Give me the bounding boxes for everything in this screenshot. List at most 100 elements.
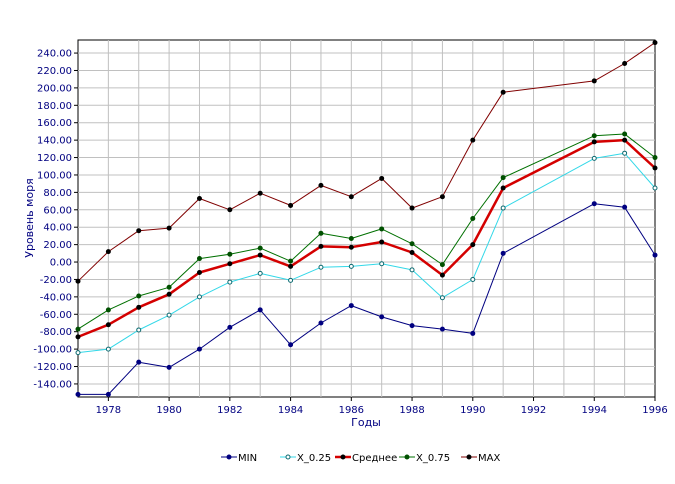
data-point	[409, 323, 415, 329]
data-point	[136, 327, 142, 333]
data-point	[257, 270, 263, 276]
data-point	[348, 194, 354, 200]
data-point	[166, 284, 172, 290]
x-tick-label: 1980	[156, 405, 181, 416]
data-point	[196, 195, 202, 201]
legend: MIN X_0.25 Среднее X_0.75 MAX	[221, 453, 500, 464]
y-tick-label: -40.00	[40, 292, 72, 303]
y-tick-label: 160.00	[37, 118, 72, 129]
data-point	[500, 89, 506, 95]
y-tick-label: 80.00	[43, 188, 72, 199]
data-point	[288, 258, 294, 264]
data-point	[257, 252, 263, 258]
data-point	[348, 236, 354, 242]
data-point	[196, 294, 202, 300]
data-point	[257, 307, 263, 313]
data-point	[288, 202, 294, 208]
y-tick-label: 200.00	[37, 83, 72, 94]
data-point	[318, 230, 324, 236]
x-tick-label: 1978	[96, 405, 121, 416]
y-tick-label: 20.00	[43, 240, 72, 251]
series-line	[77, 133, 656, 330]
data-point	[136, 304, 142, 310]
data-point	[348, 244, 354, 250]
data-point	[75, 334, 81, 340]
legend-label: X_0.25	[297, 453, 331, 464]
data-point	[196, 269, 202, 275]
data-point	[257, 190, 263, 196]
data-point	[622, 131, 628, 137]
data-point	[166, 312, 172, 318]
x-axis-title: Годы	[351, 416, 381, 429]
data-point	[652, 40, 658, 46]
data-point	[196, 256, 202, 262]
y-tick-label: 60.00	[43, 205, 72, 216]
y-tick-label: -60.00	[40, 310, 72, 321]
data-point	[591, 78, 597, 84]
x-tick-label: 1994	[582, 405, 607, 416]
data-point	[379, 239, 385, 245]
data-point	[318, 243, 324, 249]
axis-ticks: -140.00 -120.00 -100.00 -80.00 -60.00 -40.00 -…	[33, 49, 667, 416]
data-point	[136, 293, 142, 299]
y-tick-label: -120.00	[33, 362, 72, 373]
data-point	[379, 175, 385, 181]
series-line	[77, 152, 656, 354]
data-point	[470, 137, 476, 143]
data-point	[227, 207, 233, 213]
data-point	[652, 155, 658, 161]
y-tick-label: -140.00	[33, 379, 72, 390]
data-point	[348, 303, 354, 309]
data-point	[136, 228, 142, 234]
data-point	[652, 165, 658, 171]
data-point	[439, 295, 445, 301]
data-point	[318, 320, 324, 326]
x-tick-label: 1992	[521, 405, 546, 416]
data-point	[257, 245, 263, 251]
data-point	[105, 307, 111, 313]
legend-label: X_0.75	[416, 453, 450, 464]
y-tick-label: 180.00	[37, 101, 72, 112]
data-point	[439, 194, 445, 200]
data-point	[227, 279, 233, 285]
data-point	[622, 61, 628, 67]
data-point	[500, 185, 506, 191]
data-point	[500, 205, 506, 211]
y-axis-title: Уровень моря	[23, 178, 36, 257]
y-tick-label: 140.00	[37, 136, 72, 147]
series-line	[77, 42, 656, 282]
data-point	[591, 155, 597, 161]
y-tick-label: -100.00	[33, 345, 72, 356]
legend-label: Среднее	[352, 453, 397, 464]
data-point	[105, 249, 111, 255]
data-point	[166, 225, 172, 231]
data-point	[75, 278, 81, 284]
legend-marker	[404, 454, 410, 460]
y-tick-label: -20.00	[40, 275, 72, 286]
data-point	[227, 261, 233, 267]
data-point	[470, 330, 476, 336]
data-point	[622, 150, 628, 156]
data-point	[196, 346, 202, 352]
data-point	[166, 291, 172, 297]
data-point	[379, 314, 385, 320]
data-point	[318, 264, 324, 270]
series-line	[78, 203, 656, 395]
legend-marker	[285, 454, 291, 460]
data-point	[470, 242, 476, 248]
legend-marker	[226, 454, 232, 460]
x-tick-label: 1982	[217, 405, 242, 416]
data-point	[470, 276, 476, 282]
data-point	[105, 346, 111, 352]
data-point	[409, 249, 415, 255]
data-point	[105, 322, 111, 328]
grid-lines	[78, 40, 655, 397]
data-point	[591, 133, 597, 139]
data-point	[470, 216, 476, 221]
data-point	[500, 250, 506, 256]
y-tick-label: -80.00	[40, 327, 72, 338]
data-point	[75, 350, 81, 356]
data-point	[288, 277, 294, 283]
